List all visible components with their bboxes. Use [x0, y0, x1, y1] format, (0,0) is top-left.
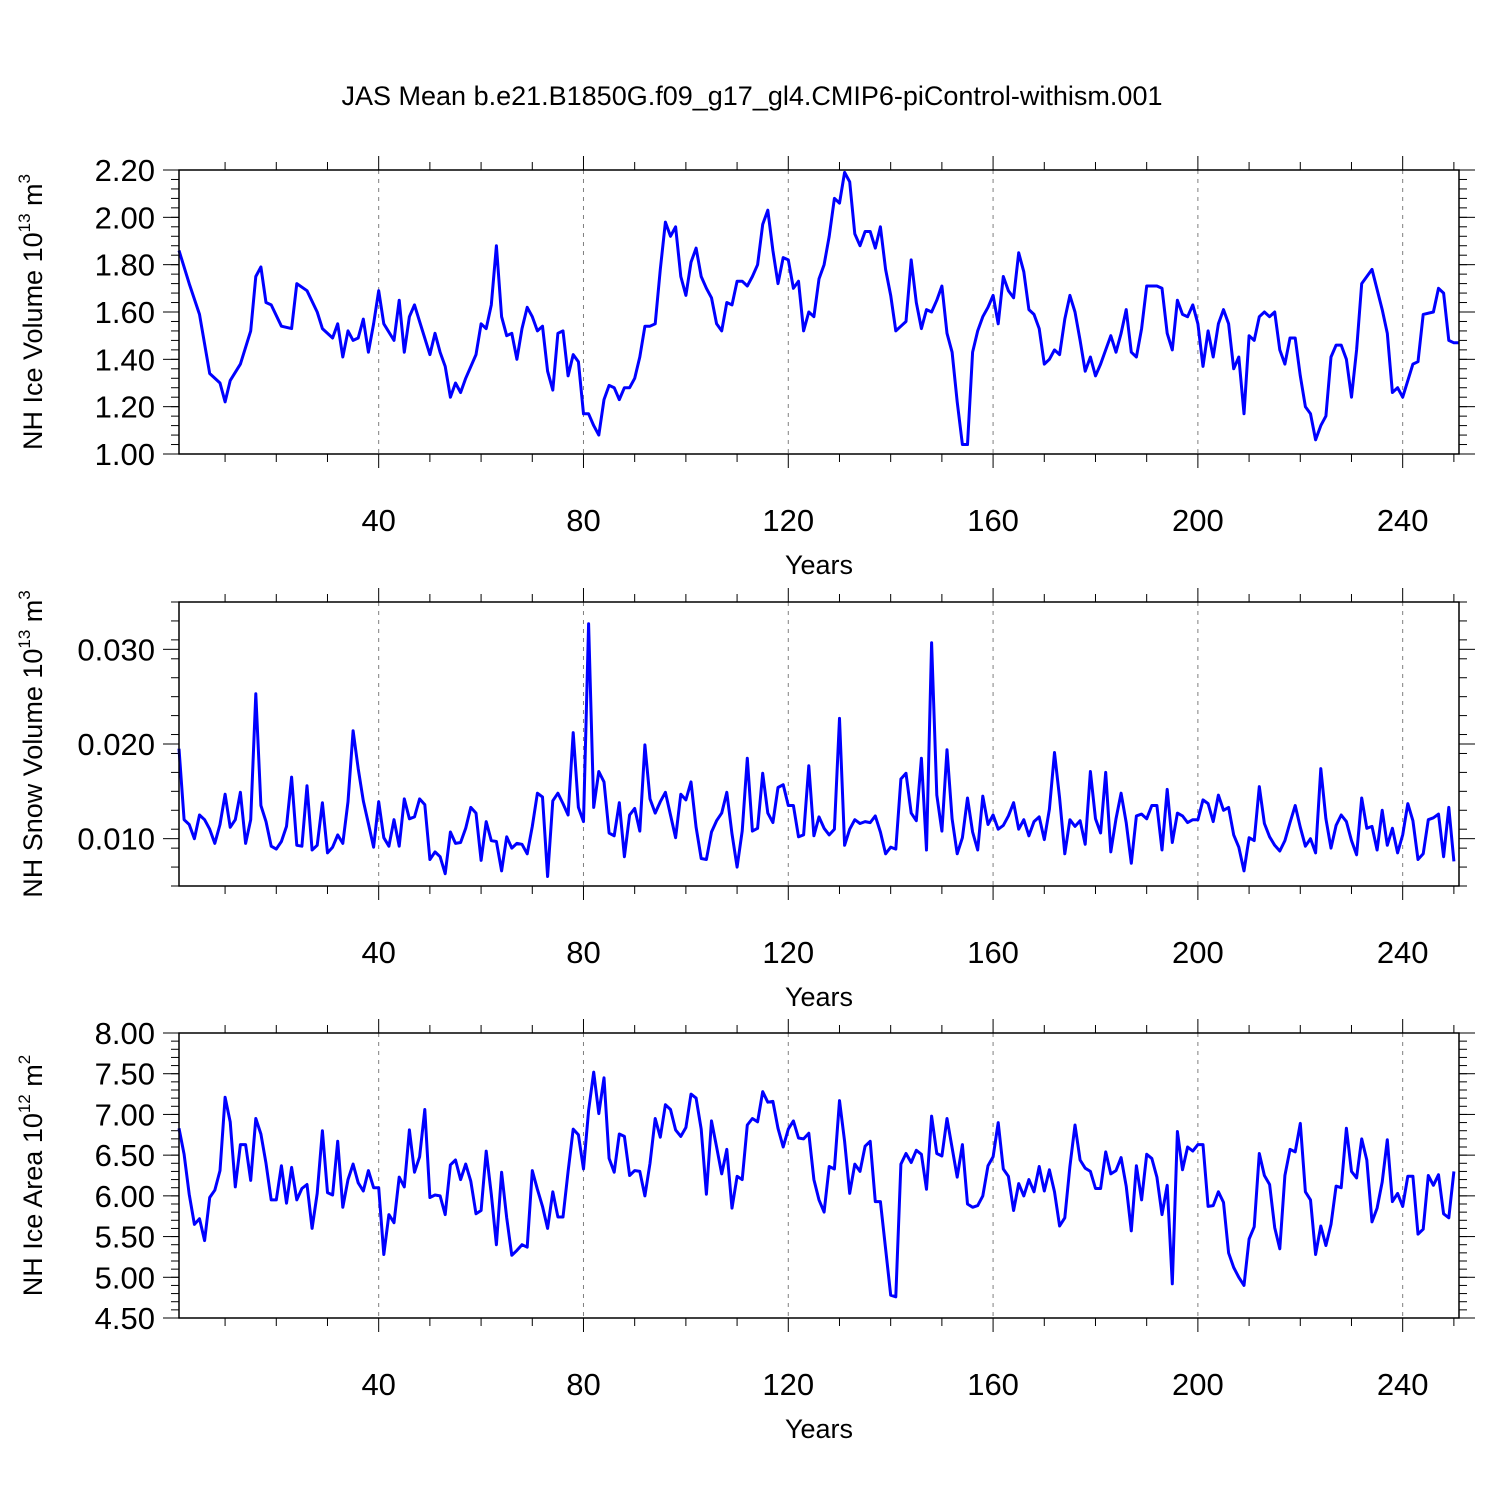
snow-volume-y-tick-label: 0.030: [77, 632, 155, 667]
snow-volume-panel: 0.010 0.020 0.030 40 80 120 160 200 240 Years NH S…: [15, 588, 1475, 1012]
snow-volume-x-tick-label: 240: [1377, 935, 1429, 970]
ice-area-frame: [178, 1032, 1460, 1319]
ice-area-series-line: [177, 1070, 1456, 1299]
ice-volume-frame: [178, 169, 1460, 455]
snow-volume-x-tick-label: 200: [1172, 935, 1224, 970]
snow-volume-y-axis-label: NH Snow Volume 1013 m3: [15, 590, 48, 898]
ice-volume-panel: 1.00 1.20 1.40 1.60 1.80 2.00 2.20 40 80 120 160 20…: [15, 153, 1475, 580]
snow-volume-y-tick-label: 0.020: [77, 727, 155, 762]
figure-title: JAS Mean b.e21.B1850G.f09_g17_gl4.CMIP6-…: [342, 81, 1163, 111]
ice-volume-x-tick-label: 200: [1172, 503, 1224, 538]
ice-volume-y-tick-label: 1.80: [95, 248, 155, 283]
ice-volume-x-tick-label: 120: [762, 503, 814, 538]
ice-area-y-axis-label: NH Ice Area 1012 m2: [15, 1055, 48, 1296]
snow-volume-x-tick-label: 40: [361, 935, 395, 970]
snow-volume-y-tick-label: 0.010: [77, 822, 155, 857]
snow-volume-x-tick-label: 120: [762, 935, 814, 970]
snow-volume-x-tick-label: 160: [967, 935, 1019, 970]
ice-volume-y-tick-label: 2.20: [95, 153, 155, 188]
ice-area-x-tick-label: 160: [967, 1367, 1019, 1402]
ice-area-x-tick-label: 200: [1172, 1367, 1224, 1402]
ice-area-x-tick-label: 40: [361, 1367, 395, 1402]
ice-area-x-tick-label: 120: [762, 1367, 814, 1402]
ice-area-panel: 4.50 5.00 5.50 6.00 6.50 7.00 7.50 8.00 40 80 120 1…: [15, 1016, 1475, 1444]
snow-volume-x-tick-label: 80: [566, 935, 600, 970]
ice-volume-x-axis-label: Years: [785, 550, 853, 580]
ice-area-x-axis-label: Years: [785, 1414, 853, 1444]
ice-area-y-tick-label: 6.50: [95, 1138, 155, 1173]
ice-area-y-tick-label: 6.00: [95, 1179, 155, 1214]
ice-area-y-tick-label: 8.00: [95, 1016, 155, 1051]
ice-area-x-tick-label: 80: [566, 1367, 600, 1402]
snow-volume-x-axis-label: Years: [785, 982, 853, 1012]
ice-area-x-tick-label: 240: [1377, 1367, 1429, 1402]
ice-volume-y-tick-label: 2.00: [95, 200, 155, 235]
ice-volume-x-tick-label: 40: [361, 503, 395, 538]
snow-volume-series-line: [177, 622, 1456, 878]
ice-area-y-tick-label: 5.50: [95, 1220, 155, 1255]
ice-volume-x-tick-label: 160: [967, 503, 1019, 538]
ice-volume-x-tick-label: 80: [566, 503, 600, 538]
ice-volume-y-tick-label: 1.60: [95, 295, 155, 330]
ice-volume-y-tick-label: 1.40: [95, 342, 155, 377]
snow-volume-frame: [178, 601, 1460, 887]
ice-area-y-tick-label: 7.00: [95, 1097, 155, 1132]
ice-area-y-tick-label: 7.50: [95, 1057, 155, 1092]
ice-area-y-tick-label: 5.00: [95, 1260, 155, 1295]
ice-area-y-tick-label: 4.50: [95, 1301, 155, 1336]
ice-volume-y-tick-label: 1.00: [95, 437, 155, 472]
ice-volume-x-tick-label: 240: [1377, 503, 1429, 538]
ice-volume-series-line: [177, 170, 1459, 446]
ice-volume-y-axis-label: NH Ice Volume 1013 m3: [15, 174, 48, 450]
ice-volume-y-tick-label: 1.20: [95, 390, 155, 425]
